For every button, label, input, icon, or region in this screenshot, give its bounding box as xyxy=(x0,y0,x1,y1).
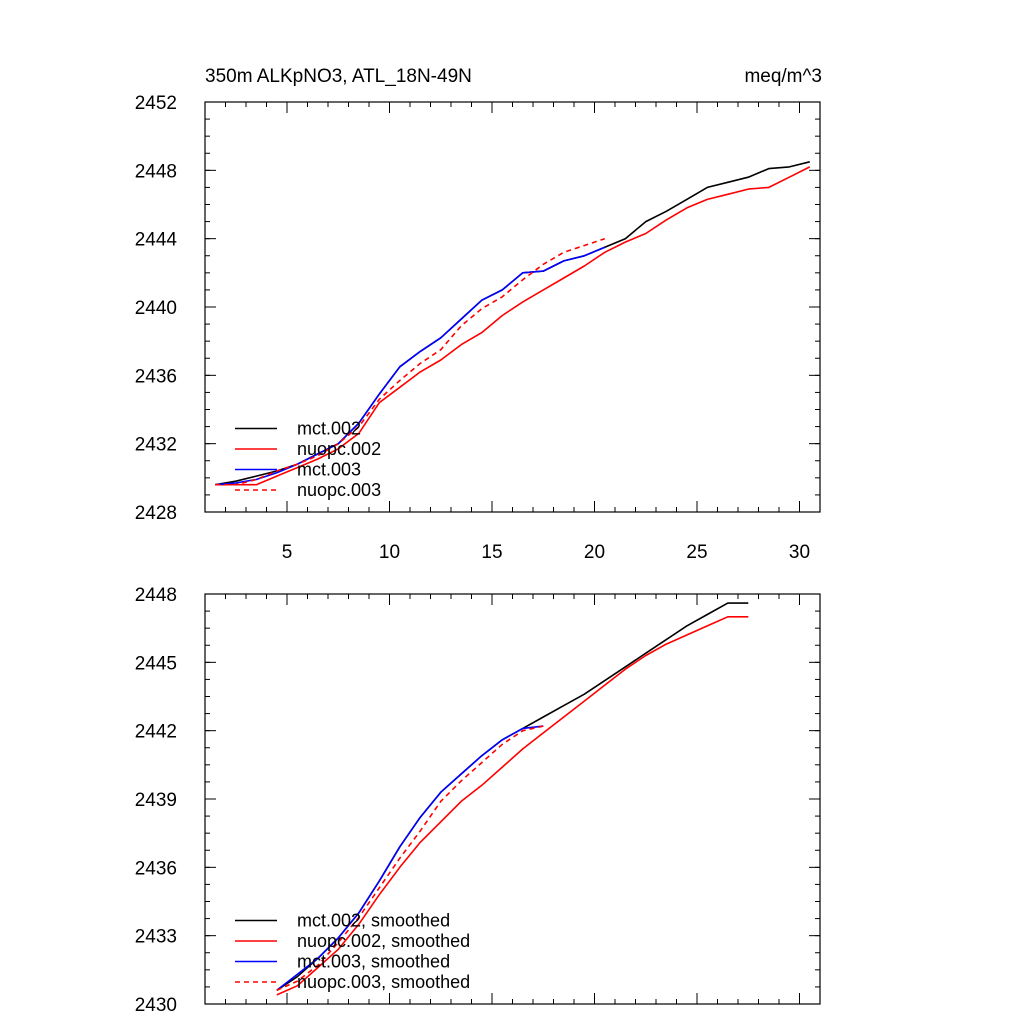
top-legend-label-2: nuopc.002 xyxy=(297,439,381,459)
bottom-panel: 2430 2433 2436 2439 2442 2445 2448 mct.002, smo… xyxy=(135,585,821,1016)
top-series-line-2 xyxy=(215,166,811,486)
top-y-tick-label: 2432 xyxy=(135,435,177,456)
bottom-y-tick-label: 2433 xyxy=(135,927,177,948)
top-y-tick-label: 2448 xyxy=(135,161,177,182)
bottom-y-tick-label: 2448 xyxy=(135,585,177,606)
bottom-legend-label-2: nuopc.002, smoothed xyxy=(297,931,470,951)
top-x-tick-label: 30 xyxy=(789,542,810,563)
top-series-line-4 xyxy=(215,237,606,486)
top-x-tick-label: 25 xyxy=(686,542,707,563)
bottom-series-line-2 xyxy=(276,615,749,996)
bottom-y-tick-label: 2445 xyxy=(135,653,177,674)
top-y-tick-label: 2452 xyxy=(135,93,177,114)
top-y-tick-label: 2440 xyxy=(135,298,177,319)
top-panel: 350m ALKpNO3, ATL_18N-49N meq/m^3 5 10 15 2… xyxy=(135,66,822,563)
top-legend-label-1: mct.002 xyxy=(297,419,361,439)
top-y-tick-label: 2428 xyxy=(135,503,177,524)
top-series-line-3 xyxy=(215,246,606,486)
top-x-tick-label: 5 xyxy=(282,542,293,563)
top-panel-units: meq/m^3 xyxy=(744,66,822,87)
bottom-legend-label-4: nuopc.003, smoothed xyxy=(297,972,470,992)
top-y-tick-label: 2436 xyxy=(135,366,177,387)
top-x-tick-label: 15 xyxy=(481,542,502,563)
top-panel-title: 350m ALKpNO3, ATL_18N-49N xyxy=(205,66,472,87)
top-legend-label-3: mct.003 xyxy=(297,460,361,480)
bottom-y-tick-label: 2439 xyxy=(135,790,177,811)
bottom-legend-label-3: mct.003, smoothed xyxy=(297,952,450,972)
top-legend-label-4: nuopc.003 xyxy=(297,480,381,500)
top-x-tick-label: 20 xyxy=(584,542,605,563)
bottom-legend-label-1: mct.002, smoothed xyxy=(297,911,450,931)
top-y-tick-label: 2444 xyxy=(135,230,178,251)
bottom-y-tick-label: 2442 xyxy=(135,722,177,743)
top-x-tick-label: 10 xyxy=(379,542,400,563)
bottom-y-tick-label: 2430 xyxy=(135,995,177,1016)
bottom-series-line-4 xyxy=(276,725,544,992)
bottom-series-line-3 xyxy=(276,725,544,991)
bottom-y-tick-label: 2436 xyxy=(135,858,177,879)
